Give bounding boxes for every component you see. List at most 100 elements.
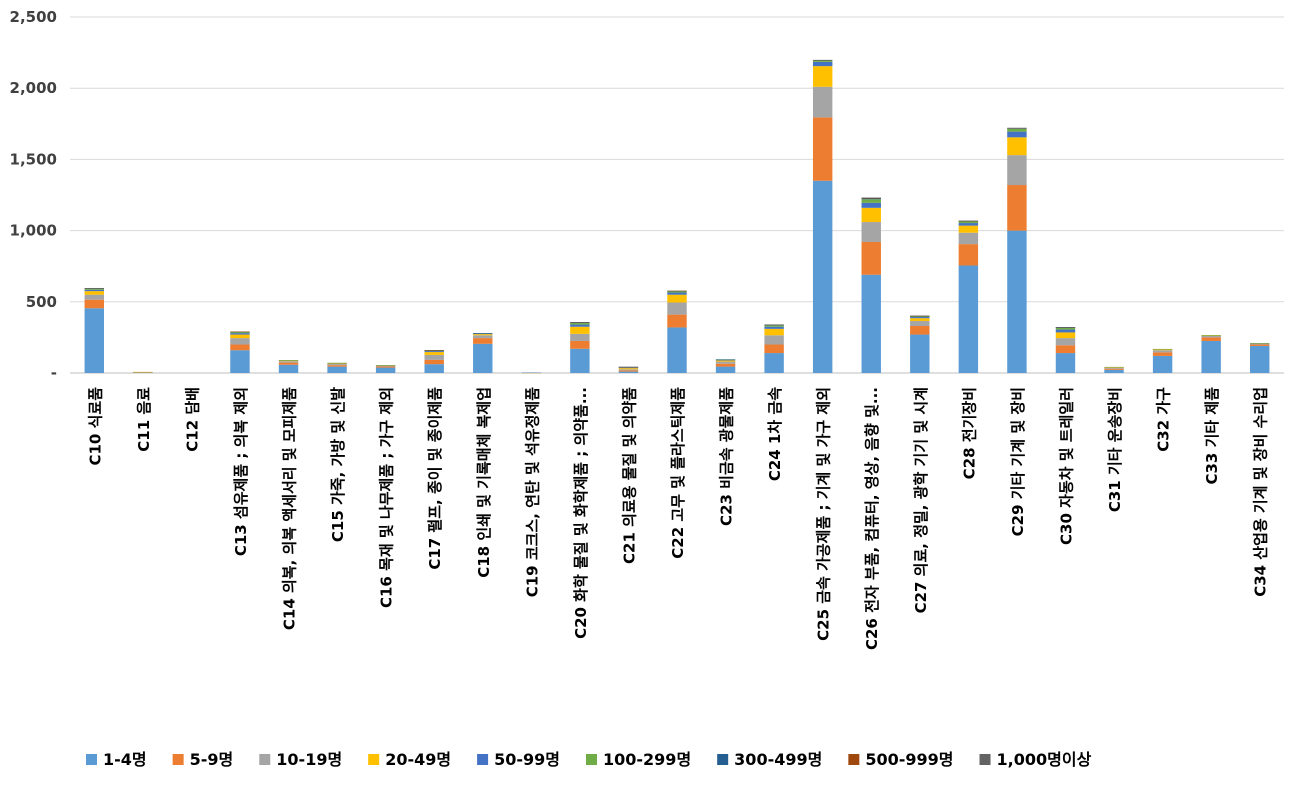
bar-segment [570,326,590,334]
bar-segment [861,198,881,200]
y-tick-label: - [51,364,57,382]
bar-segment [1104,366,1124,368]
x-tick-label: C11 음료 [135,387,153,452]
bar-segment [278,362,299,365]
x-tick-label: C33 기타 제품 [1203,387,1221,485]
y-axis-ticks: - 500 1,000 1,500 2,000 2,500 [10,8,57,382]
legend-label: 300-499명 [734,750,822,769]
legend-label: 1-4명 [103,750,147,769]
bar-segment [812,66,833,87]
bar-segment [1152,352,1173,356]
bar-segment [1201,340,1221,373]
bar-segment [1104,367,1124,369]
bar-segment [861,207,881,223]
y-tick-label: 1,500 [10,150,57,168]
bar-segment [278,360,299,361]
bar-segment [1250,343,1270,345]
x-tick-label: C25 금속 가공제품 ; 기계 및 가구 제외 [815,387,833,641]
y-tick-label: 1,000 [10,222,57,240]
bar-segment [230,331,250,334]
x-tick-label: C24 1차 금속 [766,387,784,481]
bar-segment [764,324,784,326]
bar-segment [473,332,493,334]
bar-segment [1152,355,1173,373]
legend-item: 300-499명 [717,750,822,769]
bar-segment [1250,343,1270,344]
x-tick-label: C27 의료, 정밀, 광학 기기 및 시계 [912,387,930,613]
bar-segment [570,340,590,349]
bar-segment [473,333,493,335]
bar-segment [667,294,687,303]
x-tick-label: C31 기타 운송장비 [1106,387,1124,512]
bar-segment [327,363,347,364]
x-tick-label: C12 담배 [183,387,201,452]
legend-label: 5-9명 [190,750,234,769]
bar-segment [424,359,444,365]
bar-segment [230,333,250,335]
bar-segment [473,334,493,336]
bar-segment [715,359,736,360]
bar-segment [1104,368,1124,370]
legend-label: 10-19명 [276,750,342,769]
x-tick-label: C32 가구 [1155,387,1173,452]
bar-segment [861,202,881,208]
legend-label: 1,000명이상 [997,750,1092,769]
legend: 1-4명 5-9명 10-19명 20-49명 50-99명 100-299명 300-49… [86,750,1092,769]
bar-segment [1201,335,1221,338]
bar-segment [764,344,784,354]
legend-label: 500-999명 [865,750,953,769]
gridlines [70,16,1284,374]
x-tick-label: C14 의복, 의복 액세서리 및 모피제품 [281,387,299,630]
bar-segment [375,367,396,373]
x-tick-label: C15 가죽, 가방 및 신발 [329,387,347,542]
bar-segment [1055,327,1076,328]
bar-segment [812,86,833,118]
x-tick-label: C28 전기장비 [960,387,978,479]
bar-segment [1201,335,1221,336]
bar-segment [230,344,250,351]
legend-item: 50-99명 [477,750,560,769]
bar-segment [958,225,979,233]
bar-segment [84,308,104,373]
bar-segment [812,117,833,181]
legend-label: 100-299명 [603,750,691,769]
x-tick-label: C30 자동차 및 트레일러 [1057,387,1075,545]
bar-segment [521,372,542,374]
bar-segment [230,350,250,373]
x-tick-label: C29 기타 기계 및 장비 [1009,387,1027,536]
x-tick-label: C21 의료용 물질 및 의약품 [620,387,638,564]
bar-segment [570,322,590,323]
legend-swatch [979,754,991,765]
legend-swatch [586,754,597,765]
legend-swatch [717,754,729,765]
bar-segment [1055,353,1076,373]
bar-segment [1055,329,1076,333]
bar-segment [473,338,493,344]
bar-segment [424,354,444,360]
bar-segment [1007,137,1027,156]
bar-segment [424,352,444,355]
bar-segment [910,318,930,322]
x-tick-label: C19 코크스, 연탄 및 석유정제품 [523,387,541,597]
bar-segment [715,359,736,361]
legend-swatch [368,754,380,765]
bar-segment [618,370,639,372]
bar-segment [812,59,833,61]
bar-segment [327,365,347,367]
bar-segment [764,325,784,327]
x-tick-label: C18 인쇄 및 기록매체 복제업 [475,387,493,578]
bar-segment [327,363,347,365]
bar-segment [473,335,493,339]
bar-segment [424,364,444,373]
bar-segment [715,363,736,367]
x-tick-label: C34 산업용 기계 및 장비 수리업 [1252,387,1270,597]
legend-item: 1,000명이상 [979,750,1092,769]
bar-segment [278,361,299,363]
bar-segment [910,326,930,335]
bar-segment [667,314,687,328]
bar-segment [667,327,687,373]
bar-segment [1152,348,1173,350]
bar-segment [375,365,396,367]
bar-segment [570,322,590,325]
